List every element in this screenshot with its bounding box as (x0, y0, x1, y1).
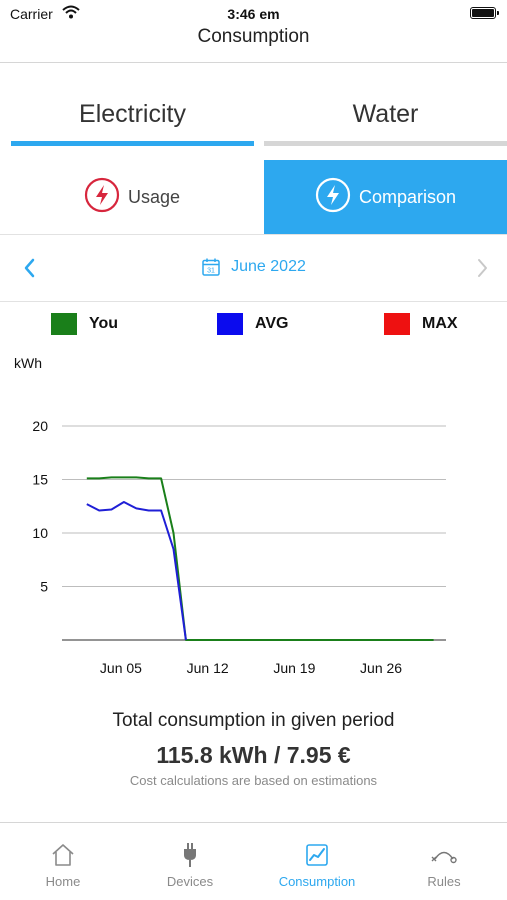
tab-bar-consumption[interactable]: Consumption (254, 842, 380, 889)
tab-bar-home[interactable]: Home (0, 842, 126, 889)
wifi-icon (62, 5, 80, 24)
series-line-avg (86, 501, 187, 641)
plug-icon (127, 842, 253, 868)
legend-item-you: You (51, 313, 118, 335)
x-tick-label: Jun 12 (187, 660, 229, 676)
tab-water[interactable]: Water (352, 100, 419, 128)
tab-water-indicator (264, 141, 507, 146)
legend-swatch-avg (217, 313, 243, 335)
tab-electricity[interactable]: Electricity (79, 100, 186, 128)
legend-swatch-you (51, 313, 77, 335)
consumption-chart: kWh 5 10 15 20 Jun 05 Jun 12 Jun 19 Jun 26 (14, 355, 446, 676)
tab-bar-rules-label: Rules (427, 874, 461, 889)
battery-icon (470, 7, 499, 19)
legend-label-max: MAX (422, 315, 458, 332)
rules-icon (381, 842, 507, 868)
month-selector[interactable]: 31 June 2022 (0, 257, 507, 277)
usage-button[interactable]: Usage (0, 160, 264, 234)
page-title: Consumption (197, 26, 310, 47)
usage-label: Usage (127, 186, 181, 207)
calendar-day-text: 31 (207, 268, 215, 275)
date-picker: 31 June 2022 (0, 235, 507, 301)
y-axis-unit: kWh (14, 355, 42, 371)
legend-item-avg: AVG (217, 313, 288, 335)
x-tick-label: Jun 26 (360, 660, 402, 676)
calendar-icon: 31 (202, 258, 220, 276)
tab-bar-divider (0, 822, 507, 823)
y-tick-label: 5 (40, 579, 48, 595)
status-bar: Carrier 3:46 em (0, 0, 507, 26)
tab-bar-consumption-label: Consumption (278, 874, 356, 889)
month-label: June 2022 (231, 258, 306, 275)
y-tick-label: 10 (32, 525, 48, 541)
summary-title: Total consumption in given period (112, 710, 395, 731)
comparison-label: Comparison (358, 186, 457, 207)
summary-note: Cost calculations are based on estimatio… (129, 773, 378, 788)
series-line-you (86, 476, 434, 641)
y-tick-label: 20 (32, 418, 48, 434)
carrier-label: Carrier (10, 6, 53, 22)
lightning-icon (84, 177, 120, 218)
nav-divider (0, 62, 507, 63)
next-month-button[interactable] (470, 255, 494, 281)
home-icon (0, 842, 126, 868)
previous-month-button[interactable] (18, 255, 42, 281)
legend-label-avg: AVG (255, 315, 289, 332)
legend-item-max: MAX (384, 313, 458, 335)
legend-swatch-max (384, 313, 410, 335)
chevron-right-icon (478, 259, 487, 277)
clock-time: 3:46 em (227, 6, 280, 22)
tab-bar-rules[interactable]: Rules (381, 842, 507, 889)
x-tick-label: Jun 19 (273, 660, 315, 676)
mode-divider (0, 234, 507, 235)
tab-bar-home-label: Home (45, 874, 81, 889)
summary-value: 115.8 kWh / 7.95 € (156, 742, 351, 768)
legend-label-you: You (89, 315, 119, 332)
x-tick-label: Jun 05 (100, 660, 142, 676)
tab-electricity-indicator (11, 141, 254, 146)
lightning-icon (315, 177, 351, 218)
chevron-left-icon (24, 258, 35, 278)
date-divider (0, 301, 507, 302)
comparison-button[interactable]: Comparison (264, 160, 507, 234)
chart-icon (254, 842, 380, 868)
mode-selector: Usage Comparison (0, 160, 507, 234)
tab-bar-devices[interactable]: Devices (127, 842, 253, 889)
y-tick-label: 15 (32, 472, 48, 488)
tab-bar-devices-label: Devices (166, 874, 214, 889)
